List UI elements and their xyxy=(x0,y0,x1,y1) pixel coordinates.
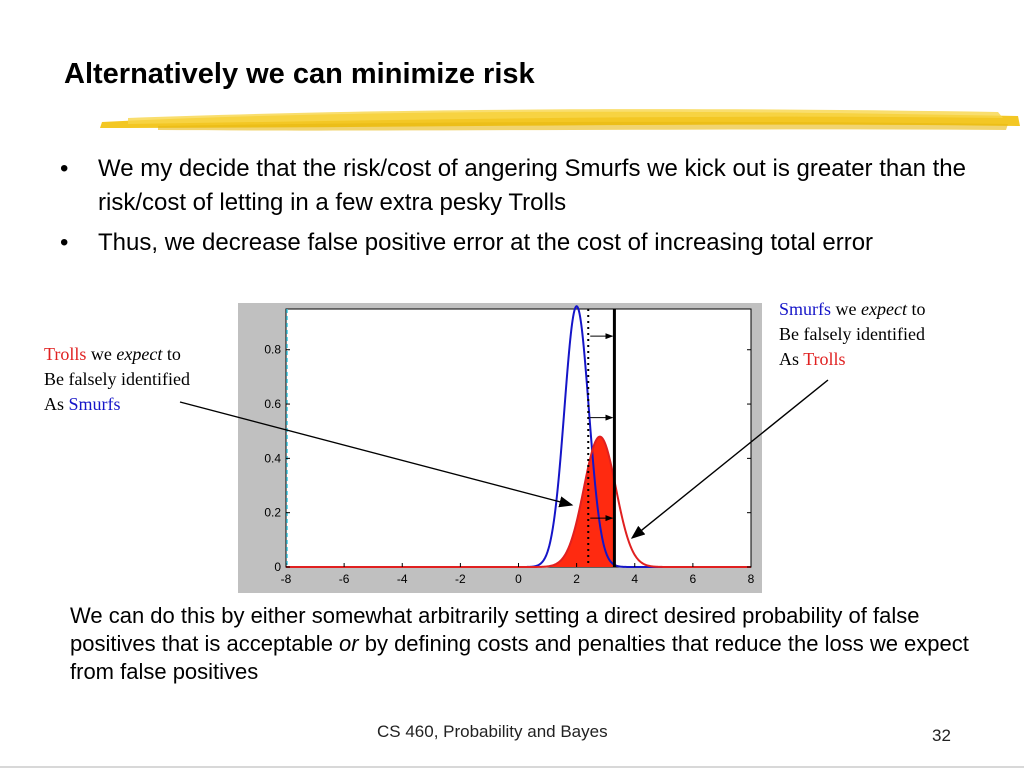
bullet-text: Thus, we decrease false positive error a… xyxy=(98,229,874,256)
y-tick-label: 0.4 xyxy=(264,451,281,465)
x-tick-label: 0 xyxy=(515,572,522,586)
bullet-dot: • xyxy=(60,155,69,182)
trolls-annotation: Trolls we expect to Be falsely identifie… xyxy=(44,342,190,417)
y-tick-label: 0.2 xyxy=(264,506,281,520)
slide-title: Alternatively we can minimize risk xyxy=(64,58,535,90)
annotation-text: to xyxy=(162,344,181,364)
footer-divider xyxy=(0,766,1024,768)
smurfs-label: Smurfs xyxy=(779,299,832,319)
y-tick-label: 0.8 xyxy=(264,343,281,357)
bullet-item: • We my decide that the risk/cost of ange… xyxy=(58,152,978,220)
x-tick-label: 2 xyxy=(573,572,580,586)
annotation-text: As xyxy=(44,394,69,414)
bullet-dot: • xyxy=(60,229,69,256)
x-tick-label: 6 xyxy=(690,572,697,586)
trolls-label: Trolls xyxy=(44,344,87,364)
trolls-label: Trolls xyxy=(803,349,846,369)
smurfs-annotation: Smurfs we expect to Be falsely identifie… xyxy=(779,297,926,372)
annotation-text: to xyxy=(906,299,926,319)
annotation-emphasis: expect xyxy=(116,344,163,364)
x-tick-label: -4 xyxy=(397,572,408,586)
bullet-list: • We my decide that the risk/cost of ange… xyxy=(58,152,978,266)
bullet-item: • Thus, we decrease false positive error … xyxy=(58,226,978,260)
annotation-text: As xyxy=(779,349,804,369)
annotation-text: we xyxy=(86,344,117,364)
annotation-text: Be falsely identified xyxy=(779,324,925,344)
annotation-text: we xyxy=(831,299,862,319)
x-tick-label: 8 xyxy=(748,572,755,586)
distribution-chart: -8 -6 -4 -2 0 2 4 6 8 0 0.2 0.4 0.6 0.8 xyxy=(238,303,762,593)
smurfs-label: Smurfs xyxy=(68,394,121,414)
title-highlight-stroke xyxy=(100,109,1020,131)
bullet-text: We my decide that the risk/cost of anger… xyxy=(98,155,966,216)
explanation-paragraph: We can do this by either somewhat arbitr… xyxy=(70,602,1000,686)
x-tick-label: -2 xyxy=(455,572,466,586)
false-negative-region xyxy=(286,436,615,567)
annotation-text: Be falsely identified xyxy=(44,369,190,389)
x-tick-label: -8 xyxy=(281,572,292,586)
slide-footer: CS 460, Probability and Bayes xyxy=(377,722,608,741)
x-tick-label: 4 xyxy=(631,572,638,586)
paragraph-text: We can do this by either somewhat arbitr… xyxy=(70,603,920,656)
paragraph-emphasis: or xyxy=(339,631,359,656)
paragraph-text: by defining costs and penalties that red… xyxy=(70,631,969,684)
x-tick-label: -6 xyxy=(339,572,350,586)
plot-area xyxy=(285,308,752,568)
page-number: 32 xyxy=(932,726,951,745)
y-tick-label: 0 xyxy=(274,560,281,574)
y-tick-label: 0.6 xyxy=(264,397,281,411)
annotation-emphasis: expect xyxy=(861,299,907,319)
